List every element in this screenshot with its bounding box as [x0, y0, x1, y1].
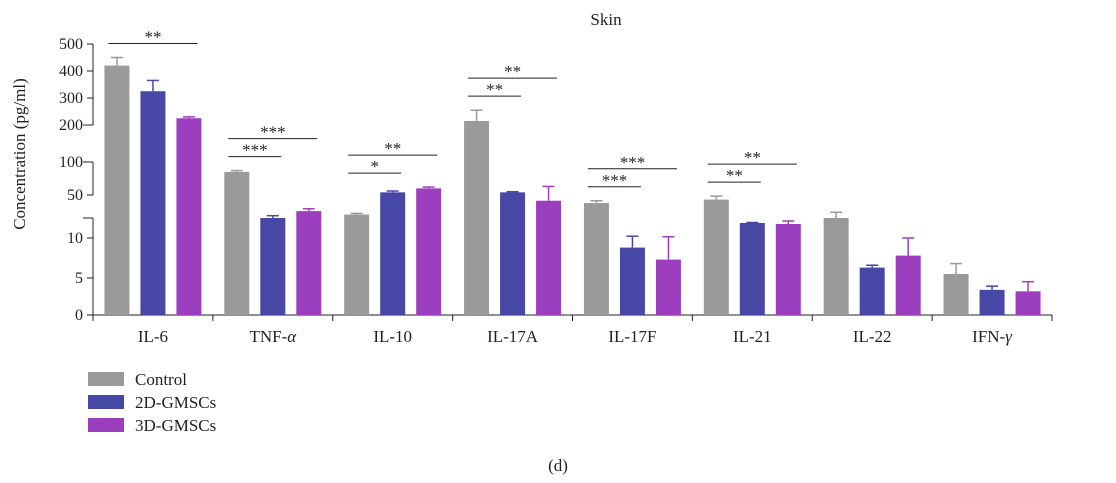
bar-control — [823, 218, 849, 315]
legend-swatch — [88, 372, 124, 386]
significance-label: ** — [384, 139, 401, 158]
x-tick-label: IL-6 — [138, 327, 168, 346]
x-tick-label: IL-17F — [608, 327, 656, 346]
legend-swatch — [88, 395, 124, 409]
x-tick-label: IL-10 — [373, 327, 412, 346]
significance-label: *** — [602, 171, 628, 190]
significance-label: ** — [504, 62, 521, 81]
y-tick-label: 500 — [59, 36, 83, 53]
bar-control — [104, 65, 130, 315]
bar-3d-gmscs — [655, 259, 681, 315]
significance-label: * — [370, 157, 379, 176]
y-tick-label: 400 — [59, 63, 83, 80]
bar-2d-gmscs — [739, 223, 765, 315]
bar-2d-gmscs — [260, 218, 286, 315]
bar-control — [583, 203, 609, 315]
error-bars — [110, 56, 1035, 292]
significance-markers: ************************* — [108, 28, 797, 190]
x-tick-label: IFN-γ — [972, 327, 1013, 346]
bar-3d-gmscs — [895, 255, 921, 315]
bar-3d-gmscs — [416, 188, 442, 315]
legend-label: 2D-GMSCs — [135, 393, 216, 412]
y-tick-label: 5 — [75, 270, 83, 287]
bars — [104, 65, 1041, 315]
bar-3d-gmscs — [775, 224, 801, 315]
bar-control — [703, 199, 729, 315]
bar-3d-gmscs — [176, 118, 202, 315]
x-axis: IL-6 TNF-α IL-10 IL-17A IL-17F IL-21 IL-22 IFN-… — [92, 314, 1053, 346]
chart-title: Skin — [590, 10, 622, 29]
bar-3d-gmscs — [536, 200, 562, 315]
y-tick-label: 50 — [67, 187, 83, 204]
y-tick-label: 10 — [67, 230, 83, 247]
significance-label: ** — [744, 148, 761, 167]
y-tick-label: 300 — [59, 90, 83, 107]
y-tick-label: 200 — [59, 117, 83, 134]
legend: Control 2D-GMSCs 3D-GMSCs — [88, 370, 216, 435]
significance-label: *** — [620, 153, 646, 172]
bar-control — [943, 274, 969, 315]
significance-label: *** — [242, 141, 268, 160]
significance-label: ** — [726, 166, 743, 185]
x-tick-label: IL-17A — [487, 327, 539, 346]
bar-control — [224, 171, 250, 315]
legend-swatch — [88, 418, 124, 432]
bar-control — [344, 214, 370, 315]
bar-2d-gmscs — [979, 289, 1005, 315]
significance-label: ** — [144, 28, 161, 47]
y-axis-label: Concentration (pg/ml) — [10, 78, 29, 230]
y-axis: 0 5 10 50 100 200 300 400 500 — [59, 36, 94, 324]
significance-label: *** — [260, 123, 286, 142]
x-tick-label: TNF-α — [249, 327, 297, 346]
bar-2d-gmscs — [380, 192, 406, 315]
significance-label: ** — [486, 80, 503, 99]
legend-label: 3D-GMSCs — [135, 416, 216, 435]
x-tick-label: IL-22 — [853, 327, 892, 346]
bar-control — [464, 120, 490, 315]
y-tick-label: 100 — [59, 154, 83, 171]
bar-2d-gmscs — [500, 192, 526, 315]
bar-3d-gmscs — [296, 211, 322, 315]
legend-label: Control — [135, 370, 187, 389]
bar-2d-gmscs — [619, 247, 645, 315]
y-tick-label: 0 — [75, 307, 83, 324]
bar-3d-gmscs — [1015, 291, 1041, 315]
x-tick-label: IL-21 — [733, 327, 772, 346]
bar-2d-gmscs — [859, 267, 885, 315]
figure-caption: (d) — [548, 456, 568, 475]
bar-2d-gmscs — [140, 91, 166, 315]
